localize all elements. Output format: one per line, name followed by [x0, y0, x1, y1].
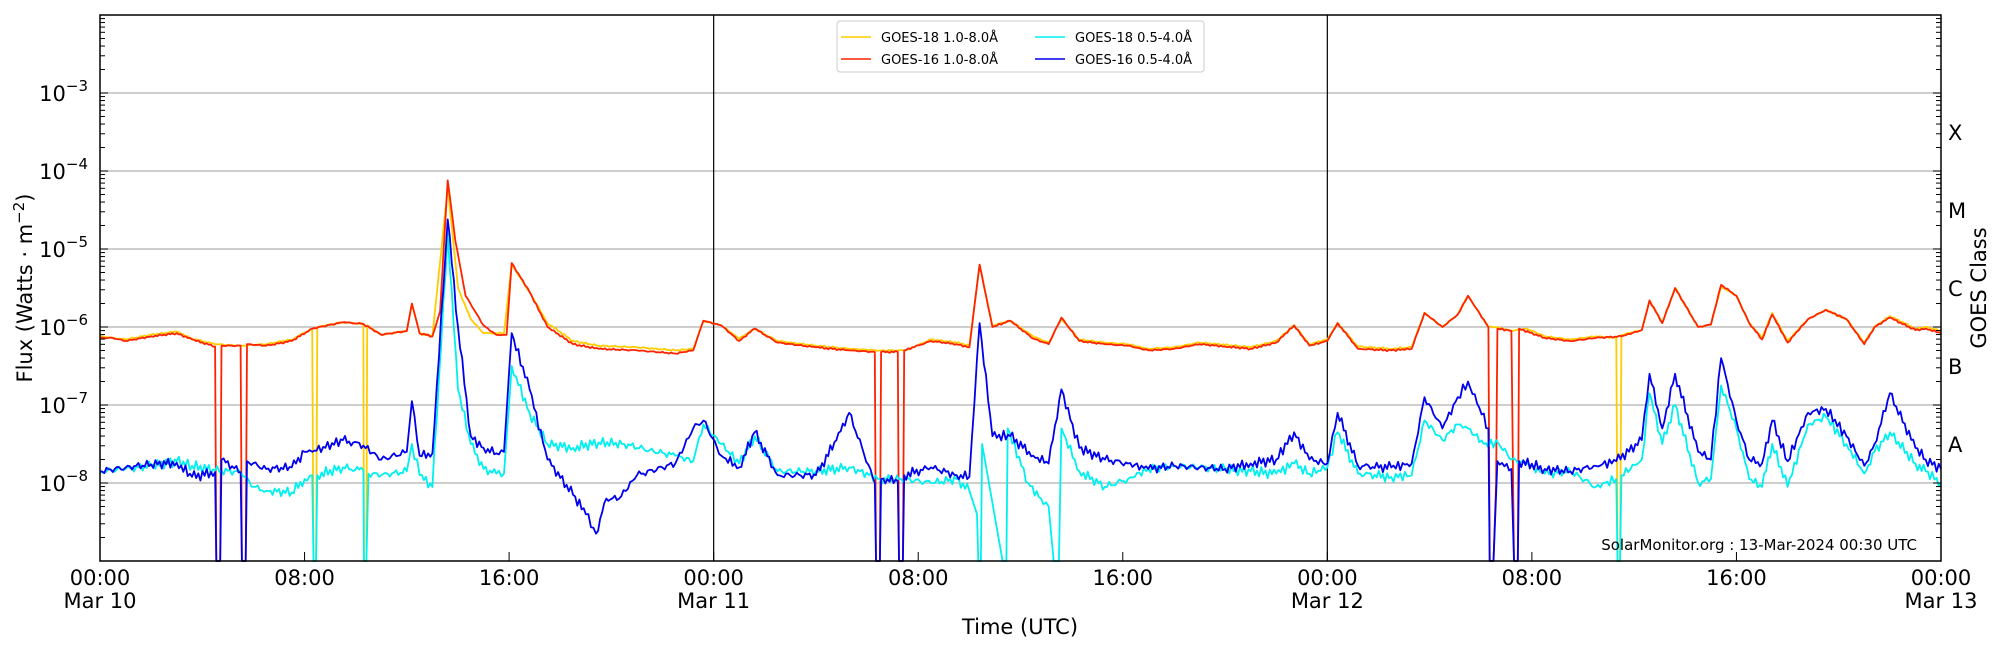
y-tick-label: 10−3	[39, 77, 88, 106]
x-tick-date-label: Mar 13	[1904, 589, 1977, 613]
legend-label: GOES-18 0.5-4.0Å	[1075, 30, 1192, 46]
x-tick-time-label: 16:00	[1093, 566, 1154, 590]
legend-label: GOES-16 1.0-8.0Å	[881, 52, 998, 68]
goes-class-label: C	[1948, 277, 1963, 301]
x-tick-time-label: 00:00	[1911, 566, 1972, 590]
goes-class-label: A	[1948, 433, 1963, 457]
goes-class-label: X	[1948, 121, 1962, 145]
y-tick-label: 10−8	[39, 467, 88, 496]
x-tick-time-label: 08:00	[1502, 566, 1563, 590]
goes-class-label: B	[1948, 355, 1962, 379]
data-series	[99, 179, 1942, 562]
plot-frame	[99, 14, 1942, 562]
gridlines	[100, 92, 1941, 484]
axis-ticks	[99, 18, 1942, 561]
y-tick-label: 10−5	[39, 233, 88, 262]
x-tick-time-label: 00:00	[683, 566, 744, 590]
legend: GOES-18 1.0-8.0Å GOES-16 1.0-8.0Å GOES-1…	[836, 20, 1205, 73]
x-tick-time-label: 00:00	[70, 566, 131, 590]
legend-box	[836, 20, 1205, 73]
x-tick-date-label: Mar 12	[1291, 589, 1364, 613]
x-tick-time-label: 16:00	[1706, 566, 1767, 590]
legend-item-goes18-short: GOES-18 0.5-4.0Å	[1035, 30, 1192, 46]
y-axis-tick-labels: 10−3 10−4 10−5 10−6 10−7 10−8	[39, 77, 88, 496]
series-line-1	[99, 179, 1942, 562]
legend-item-goes16-short: GOES-16 0.5-4.0Å	[1035, 52, 1192, 68]
x-tick-date-label: Mar 10	[63, 589, 136, 613]
legend-item-goes18-long: GOES-18 1.0-8.0Å	[841, 30, 998, 46]
solarmonitor-timestamp: SolarMonitor.org : 13-Mar-2024 00:30 UTC	[1601, 536, 1917, 554]
y-tick-label: 10−4	[39, 155, 88, 184]
legend-item-goes16-long: GOES-16 1.0-8.0Å	[841, 52, 998, 68]
series-line-2	[99, 232, 1942, 562]
y-tick-label: 10−7	[39, 389, 88, 418]
day-boundary-lines	[713, 15, 1328, 561]
x-tick-time-label: 00:00	[1297, 566, 1358, 590]
series-line-0	[99, 185, 1941, 562]
x-tick-time-label: 08:00	[274, 566, 335, 590]
x-axis-title: Time (UTC)	[961, 615, 1078, 639]
goes-class-label: M	[1948, 199, 1966, 223]
y-axis-title: Flux (Watts · m−2)	[10, 193, 37, 382]
series-line-3	[99, 218, 1942, 562]
y-tick-label: 10−6	[39, 311, 88, 340]
goes-class-axis-title: GOES Class	[1967, 227, 1991, 348]
goes-class-labels: X M C B A	[1948, 121, 1966, 457]
legend-label: GOES-16 0.5-4.0Å	[1075, 52, 1192, 68]
x-tick-time-label: 16:00	[479, 566, 540, 590]
x-tick-time-label: 08:00	[888, 566, 949, 590]
legend-label: GOES-18 1.0-8.0Å	[881, 30, 998, 46]
x-tick-date-label: Mar 11	[677, 589, 750, 613]
